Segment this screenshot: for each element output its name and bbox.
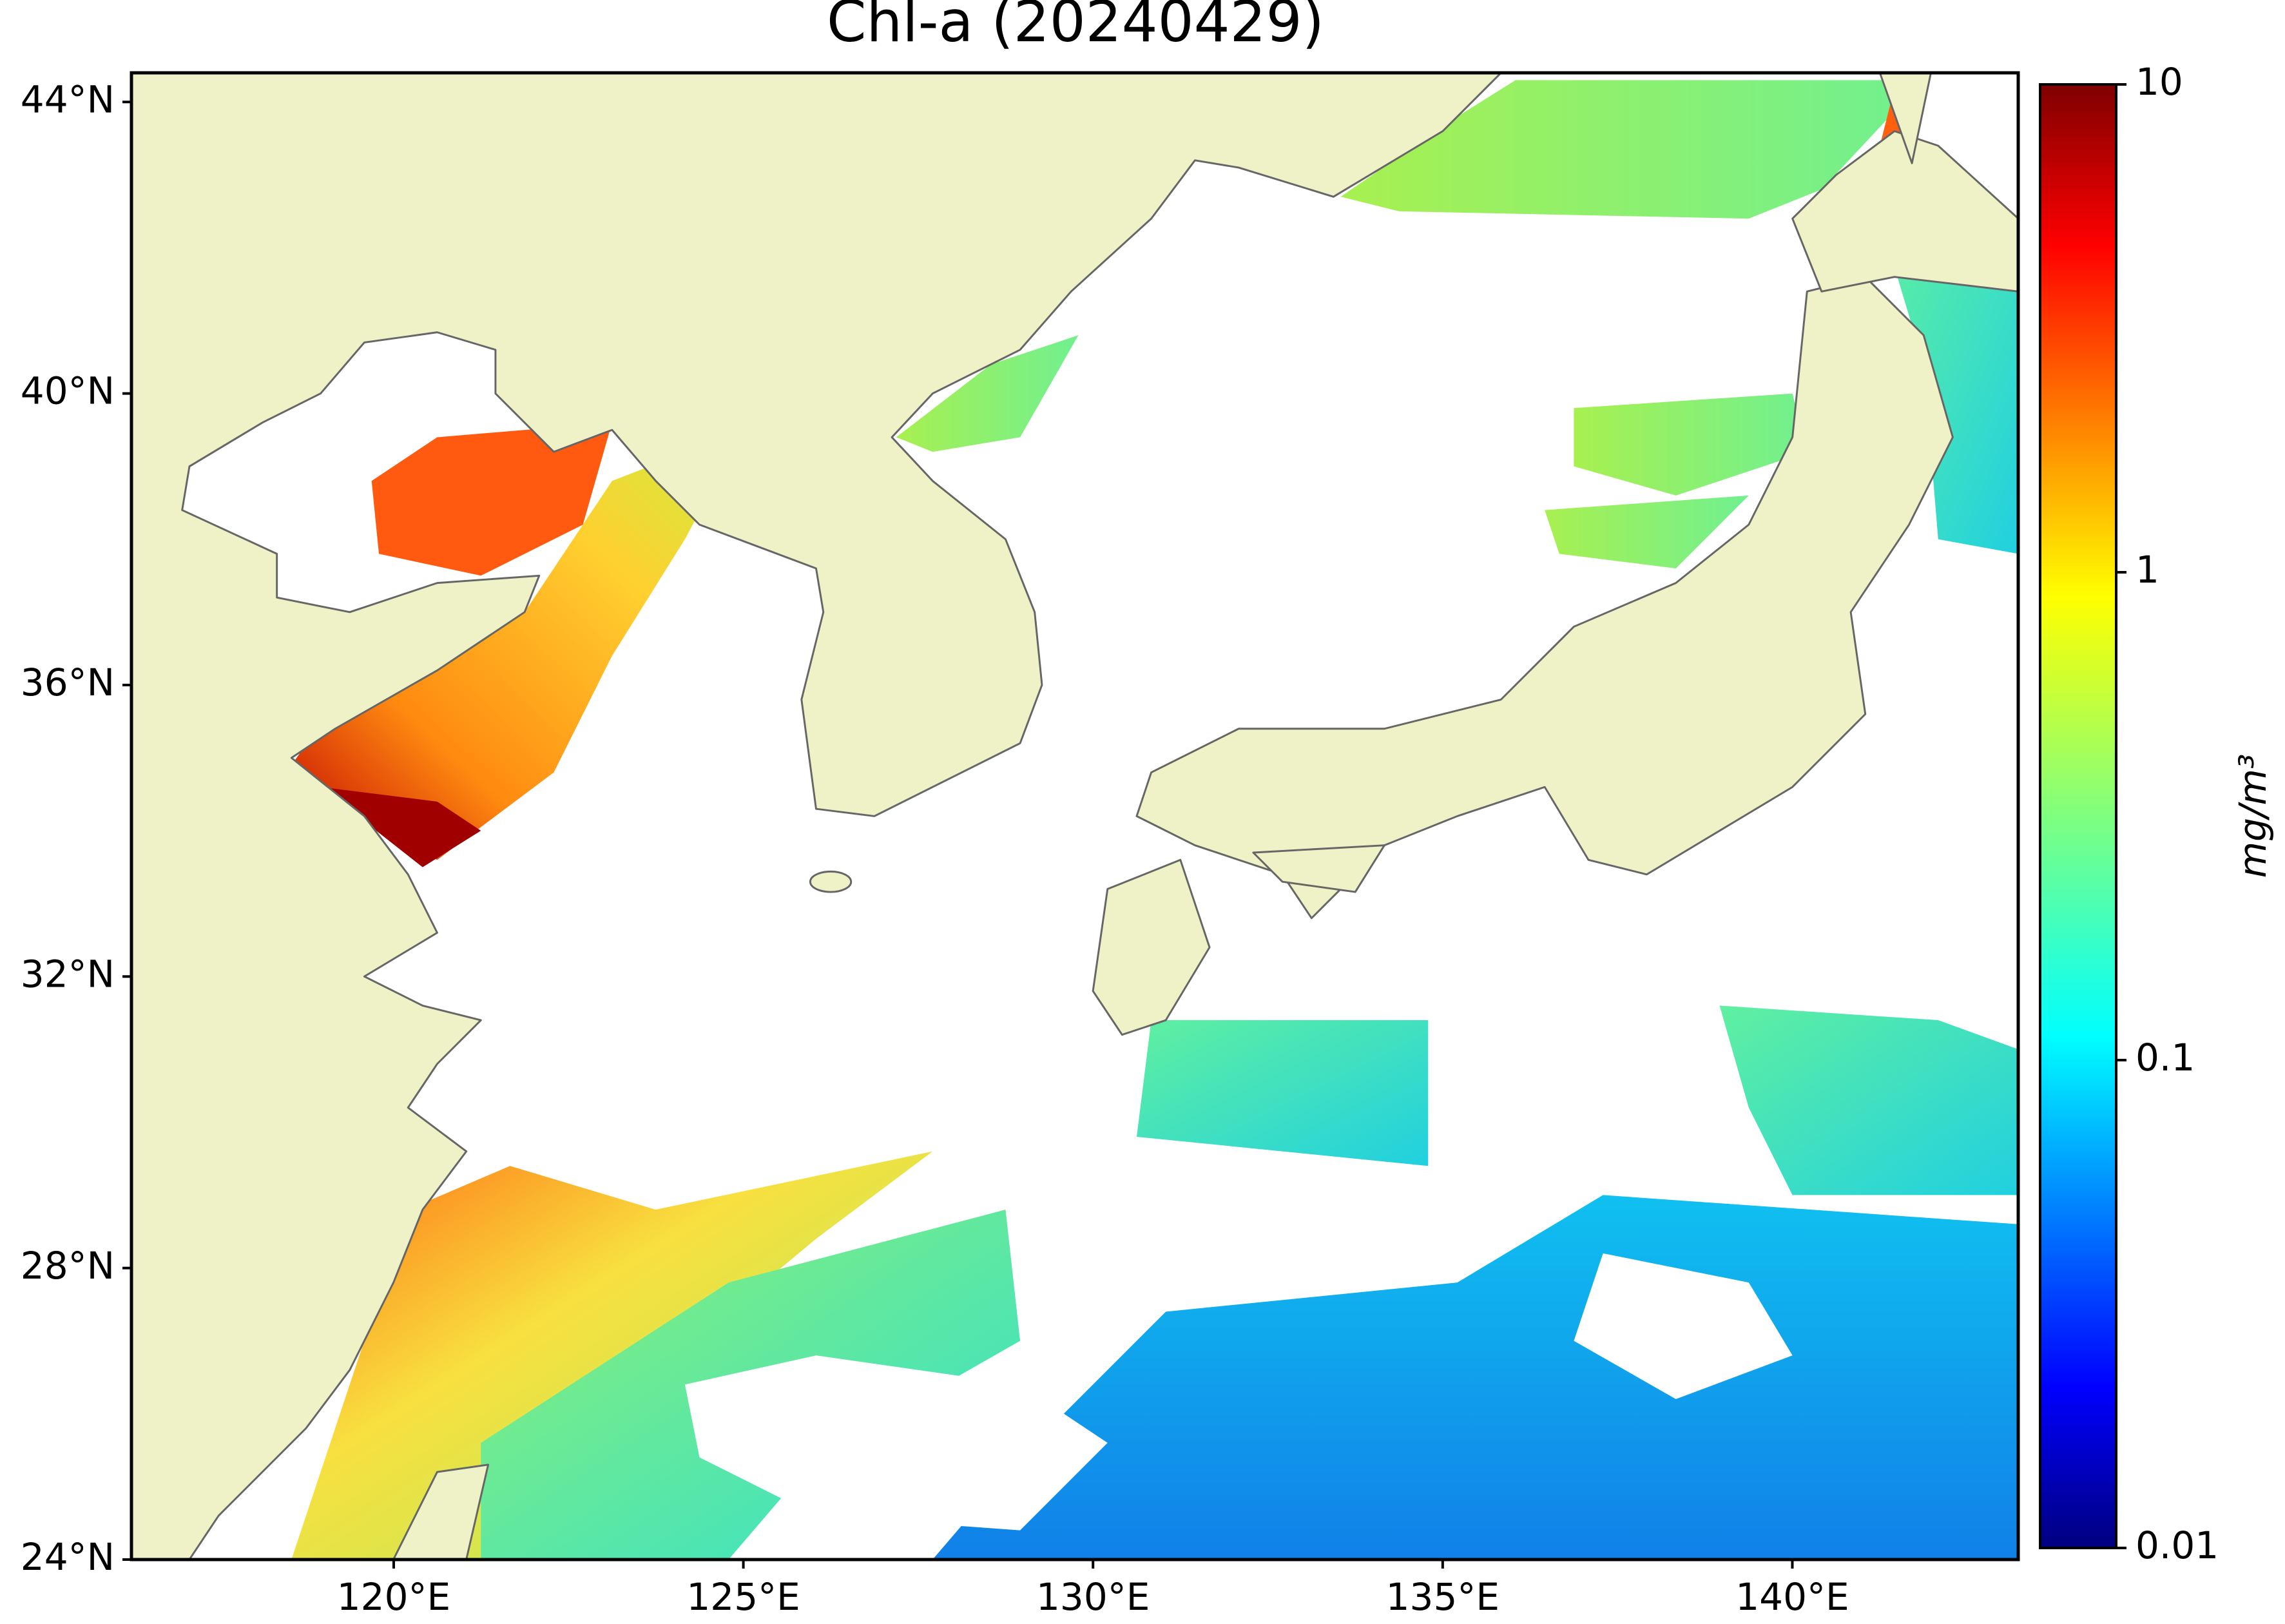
map-frame <box>130 71 2020 1561</box>
colorbar-tick-label: 10 <box>2136 60 2183 104</box>
x-tick-label: 135°E <box>1386 1575 1499 1619</box>
colorbar-tick-label: 0.1 <box>2136 1036 2195 1079</box>
y-tick-label: 32°N <box>21 952 115 996</box>
y-tick-label: 24°N <box>21 1535 115 1579</box>
chlorophyll-field <box>291 80 2019 1560</box>
colorbar-label: mg/m³ <box>2231 754 2275 878</box>
x-tick-label: 140°E <box>1735 1575 1849 1619</box>
colorbar-tick-label: 1 <box>2136 548 2159 592</box>
x-tick-label: 120°E <box>337 1575 450 1619</box>
y-tick-label: 36°N <box>21 661 115 704</box>
map-content <box>131 73 2019 1560</box>
y-tick-label: 40°N <box>21 369 115 413</box>
coastline <box>131 73 2019 1560</box>
y-tick-label: 28°N <box>21 1244 115 1288</box>
y-tick-label: 44°N <box>21 77 115 121</box>
colorbar <box>2039 83 2117 1549</box>
x-tick-label: 130°E <box>1036 1575 1150 1619</box>
chart-title: Chl-a (20240429) <box>827 0 1324 55</box>
x-tick-label: 125°E <box>686 1575 800 1619</box>
colorbar-tick-label: 0.01 <box>2136 1523 2219 1567</box>
